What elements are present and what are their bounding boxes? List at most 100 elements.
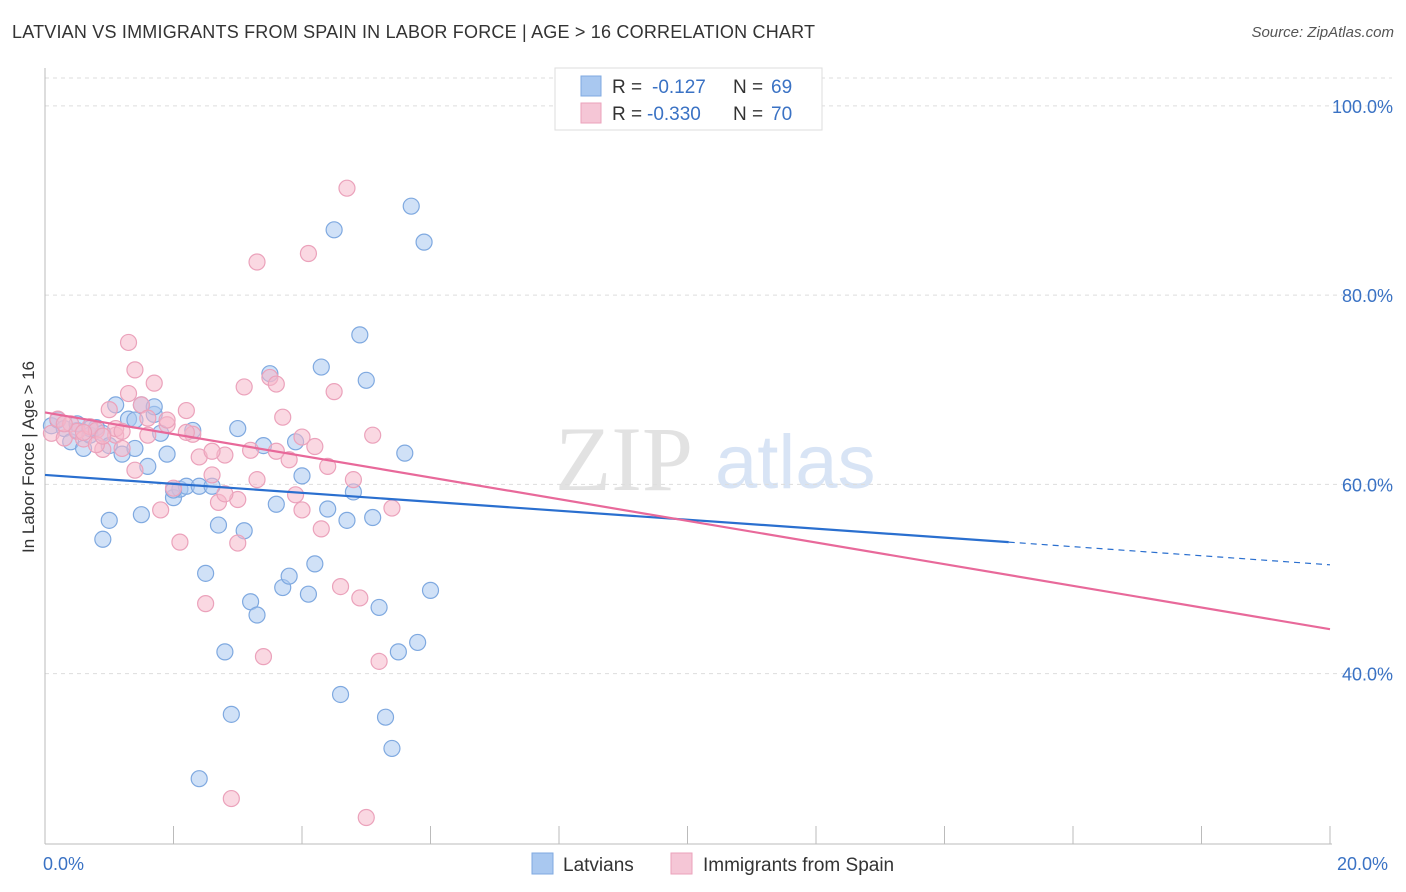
latvian-point [376,708,395,726]
spain-point [126,361,144,379]
latvian-point [216,643,234,661]
spain-point [152,501,170,519]
latvian-point [396,444,414,462]
latvian-point [209,516,228,534]
spain-point [344,471,362,489]
latvian-point [100,511,118,529]
spain-point [158,411,176,429]
spain-point [145,374,163,392]
chart-title: LATVIAN VS IMMIGRANTS FROM SPAIN IN LABO… [12,22,816,42]
latvian-point [280,567,298,585]
x-ticks [44,826,1331,844]
latvian-point [351,326,369,344]
spain-point [119,384,138,403]
spain-point [286,486,305,504]
legend-n-value-spain: 70 [771,104,792,125]
latvian-point [421,581,440,599]
spain-point [293,501,311,519]
latvian-point [364,508,382,527]
spain-point [94,427,112,445]
spain-point [235,378,253,396]
latvian-point [331,685,350,704]
spain-point [312,520,330,538]
spain-point [74,423,93,441]
legend-r-value-latvians: -0.127 [652,77,706,98]
spain-point [197,595,215,613]
latvian-point [357,371,375,389]
spain-point [370,652,388,670]
latvian-point [312,358,330,376]
source-credit: Source: ZipAtlas.com [1251,24,1394,41]
spain-point [242,441,260,459]
latvian-point [158,445,176,463]
spain-point [100,401,118,419]
y-tick-label: 40.0% [1342,665,1393,685]
spain-trendline [44,411,1331,631]
latvian-point [338,511,356,529]
latvian-point [415,233,433,251]
latvian-point [132,506,150,524]
legend-r-label: R = [612,77,642,98]
legend-n-label: N = [733,77,763,98]
spain-point [203,466,221,484]
spain-point [229,534,247,552]
spain-point [306,437,324,456]
watermark-atlas: atlas [715,420,876,505]
legend-r-value-spain: -0.330 [647,104,701,125]
bottom-legend-swatch-latvians [531,852,554,875]
spain-point [383,499,401,517]
x-tick-label-max: 20.0% [1337,854,1388,874]
spain-point [119,333,138,352]
spain-point [319,457,337,476]
spain-point [139,409,157,427]
latvian-point [409,633,427,652]
latvian-point [402,197,420,215]
spain-point [357,808,375,827]
latvian-point [222,705,240,723]
y-axis-label: In Labor Force | Age > 16 [19,361,38,553]
latvian-point [267,495,285,513]
spain-point [325,383,343,401]
spain-point [299,244,318,263]
spain-point [293,428,311,446]
latvian-point [94,530,112,548]
spain-point [113,422,131,440]
spain-point [254,648,273,666]
spain-point [171,533,189,551]
spain-point [267,375,285,393]
latvian-point [325,221,343,239]
spain-point [216,485,234,503]
spain-point [222,789,240,808]
spain-point [248,253,266,271]
y-tick-label: 100.0% [1332,97,1393,117]
legend-swatch-spain [580,102,602,124]
latvian-trendline [44,473,1009,544]
x-tick-label-min: 0.0% [43,854,84,874]
latvian-point [190,770,208,788]
watermark-zip: ZIP [555,408,693,510]
legend-swatch-latvians [580,75,602,97]
spain-point [364,426,382,444]
spain-point [203,442,221,460]
trend-lines [44,411,1331,631]
latvian-point [389,643,407,661]
bottom-legend-label-spain: Immigrants from Spain [703,855,894,876]
legend-r-label: R = [612,104,642,125]
spain-point [177,401,195,420]
latvian-point [383,739,401,758]
stats-legend: R = -0.127 N = 69 R = -0.330 N = 70 [554,67,823,131]
latvian-point [306,555,324,573]
spain-point [351,589,369,607]
latvian-point [370,598,388,617]
bottom-legend-label-latvians: Latvians [563,855,634,876]
latvian-point [299,585,318,603]
latvian-point [293,467,311,485]
latvian-point [229,419,247,438]
latvian-point [248,606,266,624]
spain-point [274,408,292,426]
spain-point [55,415,73,433]
y-tick-labels: 40.0% 60.0% 80.0% 100.0% [1332,97,1393,685]
gridlines [45,77,1392,675]
series-legend: Latvians Immigrants from Spain [531,852,894,876]
